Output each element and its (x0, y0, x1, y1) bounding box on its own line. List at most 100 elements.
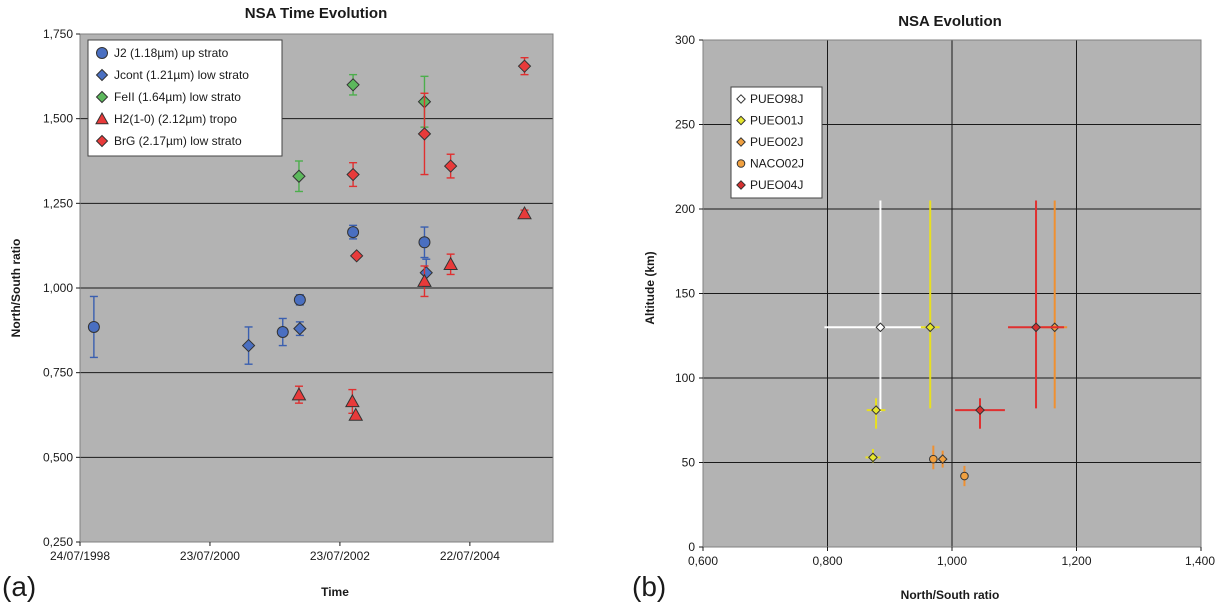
data-point-a-0-0 (87, 320, 100, 333)
legend-marker-a-3 (95, 111, 109, 125)
data-point-a-0-2 (293, 293, 306, 306)
data-marks-a (87, 57, 532, 421)
y-tick-label-b-2: 100 (675, 371, 695, 385)
data-point-a-3-2 (348, 407, 364, 421)
legend-label-a-0: J2 (1.18µm) up strato (114, 46, 229, 60)
data-point-a-3-5 (517, 205, 532, 220)
legend-marker-a-4 (95, 134, 109, 148)
legend-label-b-3: NACO02J (750, 157, 804, 171)
series-b-pueo98j (824, 200, 924, 412)
data-marks-b (824, 200, 1068, 487)
legend-label-b-1: PUEO01J (750, 114, 803, 128)
data-point-b-4-1 (975, 405, 985, 416)
legend-a: J2 (1.18µm) up strato Jcont (1.21µm) low … (87, 39, 283, 157)
data-point-a-1-0 (241, 338, 256, 353)
x-tick-label-b-0: 0,600 (688, 554, 718, 568)
data-point-a-0-1 (276, 326, 289, 339)
legend-label-b-0: PUEO98J (750, 92, 803, 106)
x-tick-label-a-2: 23/07/2002 (310, 549, 370, 563)
data-point-a-3-3 (417, 273, 432, 287)
panel-a-chart: 0,250 0,500 0,750 1,000 1,250 1,500 1,750 24/0… (2, 5, 554, 602)
data-point-a-3-1 (345, 393, 360, 408)
y-axis-label-a: North/South ratio (9, 239, 23, 338)
legend-marker-b-4 (736, 180, 746, 190)
legend-box-a (87, 39, 283, 157)
legend-marker-b-2 (736, 137, 746, 147)
data-point-b-1-0 (925, 322, 936, 333)
y-tick-label-b-4: 200 (675, 202, 695, 216)
data-point-a-4-0 (346, 167, 360, 182)
series-a-j2-1-18-m-up-strato (87, 224, 431, 359)
panel-b-chart: 0 50 100 150 200 250 300 0,600 0,800 1,000 1,200 1… (632, 13, 1215, 602)
data-point-b-0-0 (875, 322, 886, 333)
y-tick-label-b-0: 0 (688, 540, 695, 554)
y-tick-label-b-1: 50 (682, 456, 696, 470)
y-tick-label-b-5: 250 (675, 118, 695, 132)
legend-marker-a-0 (96, 47, 108, 59)
data-point-b-4-0 (1031, 322, 1041, 333)
legend-marker-b-3 (736, 159, 746, 168)
y-tick-label-b-3: 150 (675, 287, 695, 301)
y-tick-label-a-2: 0,750 (43, 366, 73, 380)
x-axis-label-a: Time (321, 585, 349, 599)
y-tick-label-a-4: 1,250 (43, 196, 73, 210)
y-tick-label-a-3: 1,000 (43, 281, 73, 295)
chart-title-b: NSA Evolution (898, 13, 1002, 30)
y-tick-label-b-6: 300 (675, 33, 695, 47)
series-b-pueo04j (955, 200, 1065, 429)
data-point-a-4-1 (349, 249, 364, 263)
x-ticks-a: 24/07/1998 23/07/2000 23/07/2002 22/07/2004 (50, 542, 500, 563)
legend-marker-b-0 (736, 94, 746, 104)
data-point-b-1-1 (871, 405, 881, 416)
data-point-b-2-1 (937, 454, 948, 465)
data-point-b-1-2 (868, 452, 878, 463)
legend-label-b-2: PUEO02J (750, 135, 803, 149)
data-point-a-3-4 (443, 256, 458, 270)
data-point-a-0-4 (418, 236, 431, 249)
data-point-a-4-3 (443, 159, 458, 173)
data-point-b-3-1 (960, 471, 969, 481)
series-b-pueo01j (865, 200, 940, 463)
legend-label-a-1: Jcont (1.21µm) low strato (114, 68, 249, 82)
x-ticks-b: 0,600 0,800 1,000 1,200 1,400 (688, 547, 1215, 568)
data-point-a-2-0 (292, 169, 306, 183)
panel-label-a: (a) (2, 571, 36, 602)
y-tick-label-a-6: 1,750 (43, 27, 73, 41)
x-tick-label-b-1: 0,800 (812, 554, 842, 568)
data-point-a-2-1 (346, 78, 360, 92)
data-point-a-0-3 (347, 226, 360, 239)
x-tick-label-a-1: 23/07/2000 (180, 549, 240, 563)
series-b-naco02j (929, 445, 969, 487)
data-point-a-1-1 (293, 321, 307, 336)
x-tick-label-b-3: 1,200 (1061, 554, 1091, 568)
y-tick-label-a-5: 1,500 (43, 112, 73, 126)
x-axis-label-b: North/South ratio (901, 588, 1000, 602)
legend-marker-a-2 (95, 90, 109, 104)
data-point-a-4-2 (417, 127, 432, 141)
legend-marker-b-1 (736, 115, 746, 126)
y-ticks-a: 0,250 0,500 0,750 1,000 1,250 1,500 1,750 (43, 27, 80, 549)
data-point-b-3-0 (929, 454, 938, 464)
x-tick-label-a-0: 24/07/1998 (50, 549, 110, 563)
y-axis-label-b: Altitude (km) (643, 251, 657, 324)
series-a-jcont-1-21-m-low-strato (241, 258, 433, 365)
data-point-a-3-0 (291, 387, 307, 401)
legend-box-b (730, 86, 823, 199)
legend-label-a-2: FeII (1.64µm) low strato (114, 90, 241, 104)
series-a-brg-2-17-m-low-strato (346, 57, 532, 263)
legend-label-a-4: BrG (2.17µm) low strato (114, 134, 242, 148)
legend-b: PUEO98J PUEO01J PUEO02J NACO02J PUEO04J (730, 86, 823, 199)
y-ticks-b: 0 50 100 150 200 250 300 (675, 33, 703, 554)
legend-marker-a-1 (95, 68, 109, 82)
series-a-h2-1-0-2-12-m-tropo (291, 205, 532, 421)
chart-title-a: NSA Time Evolution (245, 5, 388, 22)
x-tick-label-b-4: 1,400 (1185, 554, 1215, 568)
y-tick-label-a-1: 0,500 (43, 450, 73, 464)
error-bar-b-0-0 (824, 200, 924, 412)
legend-label-b-4: PUEO04J (750, 178, 803, 192)
x-tick-label-a-3: 22/07/2004 (440, 549, 500, 563)
x-tick-label-b-2: 1,000 (937, 554, 967, 568)
panel-label-b: (b) (632, 571, 666, 602)
data-point-a-4-4 (517, 59, 532, 73)
